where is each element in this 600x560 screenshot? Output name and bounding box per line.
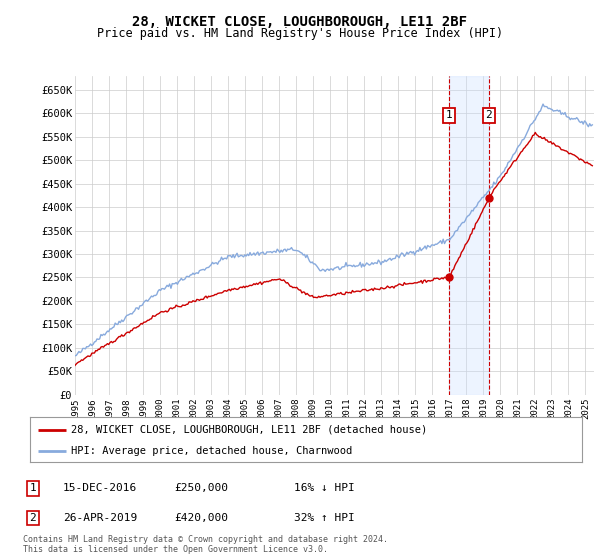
Text: 1: 1 xyxy=(29,483,37,493)
Text: 2: 2 xyxy=(29,513,37,523)
Text: 28, WICKET CLOSE, LOUGHBOROUGH, LE11 2BF (detached house): 28, WICKET CLOSE, LOUGHBOROUGH, LE11 2BF… xyxy=(71,424,428,435)
Text: 32% ↑ HPI: 32% ↑ HPI xyxy=(294,513,355,523)
Text: 28, WICKET CLOSE, LOUGHBOROUGH, LE11 2BF: 28, WICKET CLOSE, LOUGHBOROUGH, LE11 2BF xyxy=(133,15,467,29)
Text: 1: 1 xyxy=(445,110,452,120)
Text: £250,000: £250,000 xyxy=(174,483,228,493)
Text: 2: 2 xyxy=(485,110,492,120)
Text: 15-DEC-2016: 15-DEC-2016 xyxy=(63,483,137,493)
Text: Price paid vs. HM Land Registry's House Price Index (HPI): Price paid vs. HM Land Registry's House … xyxy=(97,27,503,40)
Bar xyxy=(449,76,489,395)
Text: 16% ↓ HPI: 16% ↓ HPI xyxy=(294,483,355,493)
Text: Contains HM Land Registry data © Crown copyright and database right 2024.
This d: Contains HM Land Registry data © Crown c… xyxy=(23,535,388,554)
Text: HPI: Average price, detached house, Charnwood: HPI: Average price, detached house, Char… xyxy=(71,446,353,456)
Text: £420,000: £420,000 xyxy=(174,513,228,523)
Text: 26-APR-2019: 26-APR-2019 xyxy=(63,513,137,523)
